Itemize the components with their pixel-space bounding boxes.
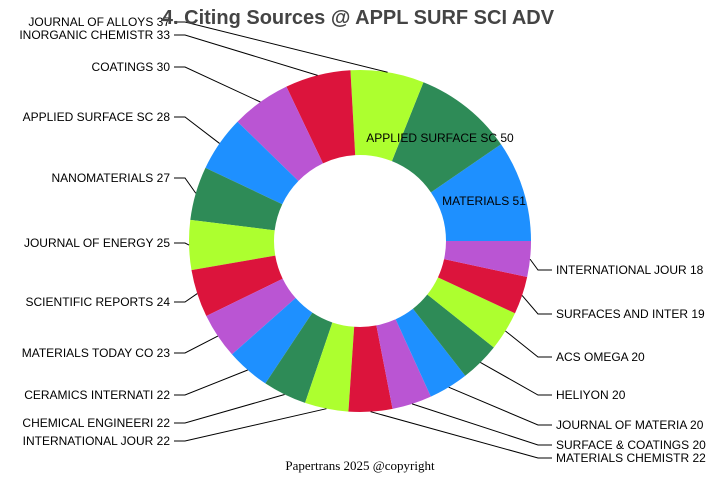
slice-label-2: JOURNAL OF ALLOYS 37 — [28, 15, 170, 29]
leader-line-13 — [370, 411, 552, 459]
slice-label-12: INTERNATIONAL JOUR 22 — [23, 434, 171, 448]
slice-3[interactable] — [286, 70, 356, 164]
slice-12[interactable] — [305, 322, 355, 412]
slice-1[interactable] — [391, 82, 502, 193]
slice-9[interactable] — [206, 278, 296, 355]
leader-line-14 — [411, 403, 552, 446]
leader-line-6 — [174, 177, 197, 194]
leader-line-12 — [174, 408, 327, 442]
slice-11[interactable] — [265, 312, 333, 403]
slice-label-14: SURFACE & COATINGS 20 — [556, 438, 706, 452]
slice-labels: MATERIALS 51 APPLIED SURFACE SC 50 JOURNAL… — [19, 15, 706, 465]
leader-line-10 — [174, 369, 248, 396]
slice-label-10: CERAMICS INTERNATI 22 — [24, 388, 170, 402]
slice-17[interactable] — [427, 277, 515, 348]
slice-label-1: APPLIED SURFACE SC 50 — [366, 131, 514, 145]
slice-2[interactable] — [350, 70, 424, 162]
leader-line-19 — [529, 258, 552, 271]
slice-5[interactable] — [205, 121, 299, 205]
footer-copyright: Papertrans 2025 @copyright — [285, 458, 435, 473]
leader-line-2 — [174, 21, 388, 73]
slice-15[interactable] — [395, 308, 466, 397]
slice-label-0: MATERIALS 51 — [442, 194, 526, 208]
slice-label-3: INORGANIC CHEMISTR 33 — [19, 28, 170, 42]
leader-line-9 — [174, 335, 219, 354]
chart-title: 4. Citing Sources @ APPL SURF SCI ADV — [162, 7, 555, 29]
slice-10[interactable] — [232, 298, 313, 384]
slice-label-4: COATINGS 30 — [92, 60, 171, 74]
slice-13[interactable] — [348, 325, 393, 412]
slice-19[interactable] — [444, 241, 531, 278]
slice-16[interactable] — [412, 294, 494, 376]
leader-line-15 — [448, 386, 552, 426]
slice-8[interactable] — [191, 255, 283, 316]
slice-18[interactable] — [437, 259, 528, 314]
slice-label-17: ACS OMEGA 20 — [556, 350, 645, 364]
slice-label-13: MATERIALS CHEMISTR 22 — [556, 451, 706, 465]
leader-lines — [174, 21, 552, 459]
leader-line-5 — [174, 116, 220, 144]
slice-4[interactable] — [237, 86, 323, 182]
leader-line-8 — [174, 293, 198, 303]
slices — [189, 70, 531, 412]
slice-label-16: HELIYON 20 — [556, 388, 626, 402]
slice-label-5: APPLIED SURFACE SC 28 — [23, 110, 171, 124]
leader-line-4 — [174, 66, 261, 103]
leader-line-3 — [174, 34, 318, 76]
slice-label-6: NANOMATERIALS 27 — [52, 171, 171, 185]
slice-14[interactable] — [376, 319, 431, 409]
leader-line-11 — [174, 393, 285, 424]
slice-0[interactable] — [430, 144, 531, 241]
leader-line-17 — [505, 330, 552, 358]
leader-line-18 — [521, 295, 552, 315]
slice-7[interactable] — [189, 219, 276, 271]
slice-label-11: CHEMICAL ENGINEERI 22 — [22, 416, 170, 430]
leader-line-7 — [174, 242, 190, 246]
slice-label-19: INTERNATIONAL JOUR 18 — [556, 263, 704, 277]
slice-label-9: MATERIALS TODAY CO 23 — [22, 346, 171, 360]
slice-label-18: SURFACES AND INTER 19 — [556, 307, 705, 321]
slice-label-8: SCIENTIFIC REPORTS 24 — [26, 295, 171, 309]
slice-label-15: JOURNAL OF MATERIA 20 — [556, 418, 704, 432]
slice-label-7: JOURNAL OF ENERGY 25 — [24, 236, 170, 250]
leader-line-16 — [480, 362, 552, 396]
slice-6[interactable] — [190, 167, 283, 231]
